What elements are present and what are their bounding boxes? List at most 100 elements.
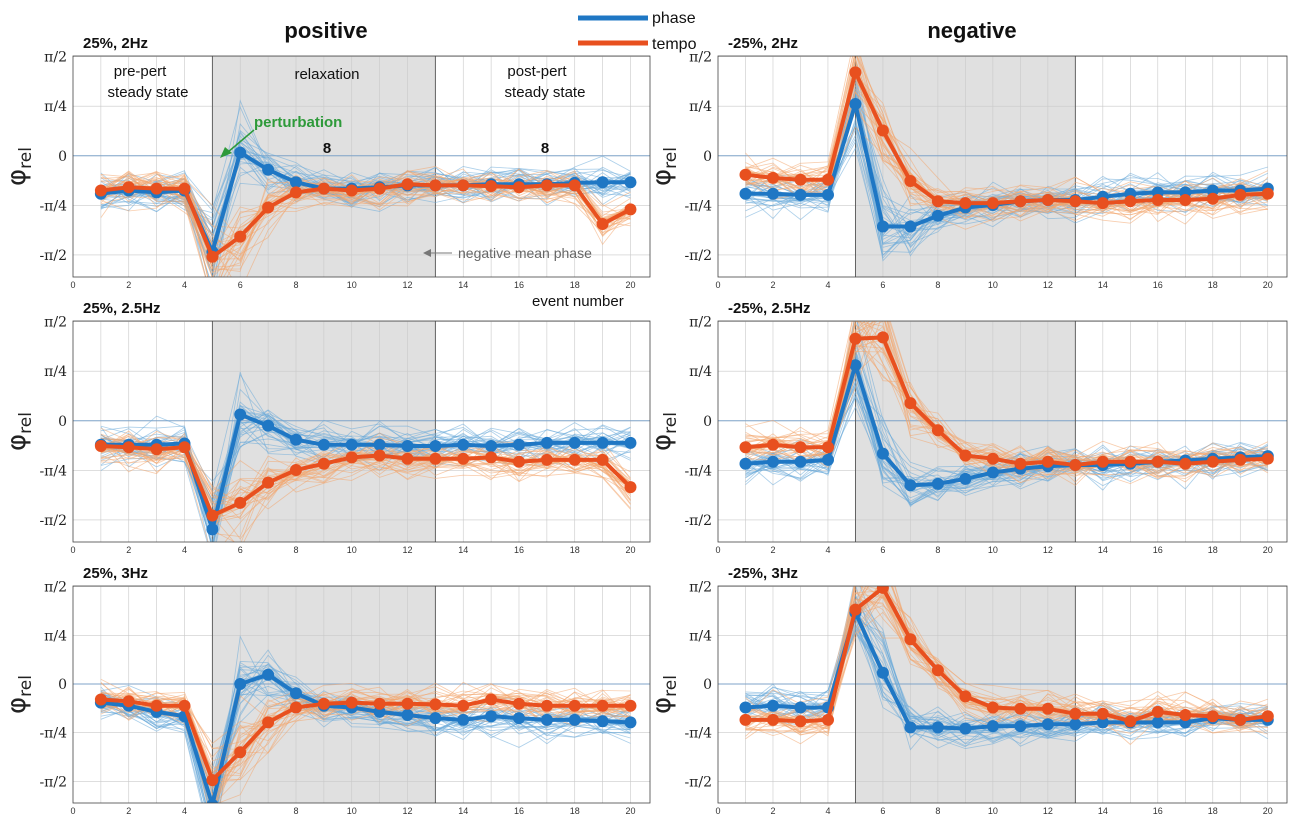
panel: π/2 π/4 0 -π/4 -π/2 0 2 4 6 8 10 12 14 16 18 20 φrel -25%…	[647, 300, 1288, 555]
series-point-tempo	[150, 182, 163, 195]
annotation-pre-pert-line2: steady state	[108, 84, 189, 101]
column-title-negative: negative	[927, 18, 1016, 43]
y-tick-label: -π/2	[39, 774, 67, 790]
x-tick-label: 12	[402, 806, 412, 816]
x-tick-label: 4	[825, 545, 830, 555]
series-point-tempo	[822, 441, 834, 454]
x-tick-label: 14	[1098, 806, 1108, 816]
series-point-phase	[739, 457, 752, 470]
series-point-phase	[540, 713, 553, 726]
x-tick-label: 12	[1043, 280, 1053, 290]
series-point-tempo	[122, 181, 135, 194]
series-point-tempo	[262, 476, 275, 489]
series-point-tempo	[1069, 707, 1082, 720]
series-point-phase	[540, 436, 553, 449]
series-point-tempo	[401, 178, 414, 191]
annotation-negative-mean-phase: negative mean phase	[458, 245, 592, 261]
y-tick-label: -π/4	[39, 463, 67, 479]
series-point-tempo	[150, 443, 163, 456]
series-point-tempo	[876, 124, 889, 137]
series-point-phase	[986, 720, 999, 733]
series-point-tempo	[624, 203, 637, 216]
series-point-phase	[794, 455, 807, 468]
series-point-phase	[1206, 184, 1219, 197]
panel: π/2 π/4 0 -π/4 -π/2 0 2 4 6 8 10 12 14 16 18 20 φrel 25%,…	[2, 35, 651, 290]
series-point-tempo	[150, 699, 163, 712]
series-point-tempo	[1096, 197, 1109, 210]
series-point-phase	[931, 477, 944, 490]
x-tick-label: 0	[715, 280, 720, 290]
y-tick-label: π/2	[44, 580, 67, 596]
series-point-phase	[849, 359, 862, 372]
x-tick-label: 8	[935, 280, 940, 290]
series-point-phase	[931, 721, 944, 734]
series-point-tempo	[485, 180, 498, 193]
annotation-event-number: event number	[532, 293, 624, 310]
panels-layer: π/2π/40-π/4-π/20 2 4 6 8 10 12 14 16 18 20φrel25%,…	[2, 35, 1288, 816]
y-axis-label: φrel	[2, 412, 36, 451]
x-tick-label: 8	[293, 280, 298, 290]
series-point-phase	[429, 712, 442, 725]
x-tick-label: 12	[402, 545, 412, 555]
series-point-phase	[767, 455, 779, 468]
series-point-tempo	[94, 184, 107, 197]
y-axis-label: φrel	[2, 147, 36, 186]
x-tick-label: 6	[238, 280, 243, 290]
x-tick-label: 10	[988, 280, 998, 290]
x-tick-label: 18	[1208, 806, 1218, 816]
x-tick-label: 4	[182, 280, 187, 290]
series-point-phase	[767, 699, 779, 712]
trace-line-tempo	[100, 682, 631, 745]
y-axis-label: φrel	[647, 412, 681, 451]
series-point-tempo	[206, 509, 219, 522]
perturbation-arrow-head-icon	[220, 147, 232, 158]
series-point-tempo	[401, 697, 414, 710]
series-point-tempo	[94, 693, 107, 706]
series-point-phase	[931, 209, 944, 222]
series-point-tempo	[317, 182, 330, 195]
series-point-phase	[1096, 716, 1109, 729]
series-point-tempo	[1014, 702, 1027, 715]
mean-series	[94, 146, 637, 263]
series-point-phase	[904, 479, 917, 492]
x-tick-label: 18	[570, 545, 580, 555]
series-point-phase	[568, 713, 581, 726]
panel-title: 25%, 2Hz	[83, 35, 148, 52]
x-tick-label: 0	[70, 806, 75, 816]
series-point-phase	[624, 176, 637, 189]
y-tick-label: -π/2	[39, 248, 67, 264]
series-point-phase	[429, 440, 442, 452]
series-point-tempo	[457, 179, 470, 192]
annotation-perturbation: perturbation	[254, 114, 342, 131]
panel: π/2 π/4 0 -π/4 -π/2 0 2 4 6 8 10 12 14 16 18 20 φrel 25%,…	[2, 300, 651, 555]
series-point-tempo	[849, 603, 862, 616]
series-point-tempo	[1261, 452, 1274, 465]
series-point-tempo	[429, 698, 442, 711]
series-point-phase	[234, 678, 247, 690]
plot-frame	[72, 585, 651, 804]
plot-frame	[717, 320, 1288, 543]
panel-title: -25%, 2.5Hz	[728, 300, 811, 317]
series-point-phase	[1041, 718, 1054, 731]
series-point-tempo	[122, 441, 135, 454]
x-tick-label: 14	[1098, 545, 1108, 555]
series-point-tempo	[739, 168, 752, 181]
x-tick-label: 16	[1153, 545, 1163, 555]
series-point-phase	[290, 176, 302, 189]
series-point-tempo	[1124, 455, 1137, 468]
y-tick-label: -π/2	[684, 774, 712, 790]
x-tick-label: 20	[1263, 545, 1273, 555]
y-tick-label: -π/2	[684, 513, 712, 529]
series-point-phase	[401, 440, 414, 452]
series-point-tempo	[1096, 707, 1109, 720]
series-point-phase	[794, 701, 807, 714]
series-point-tempo	[624, 699, 637, 712]
series-point-tempo	[1261, 710, 1274, 723]
series-point-tempo	[1151, 705, 1164, 718]
x-tick-label: 4	[182, 545, 187, 555]
x-tick-label: 16	[514, 545, 524, 555]
mean-series	[739, 331, 1274, 492]
legend-label-phase: phase	[652, 10, 696, 27]
x-tick-label: 6	[880, 806, 885, 816]
